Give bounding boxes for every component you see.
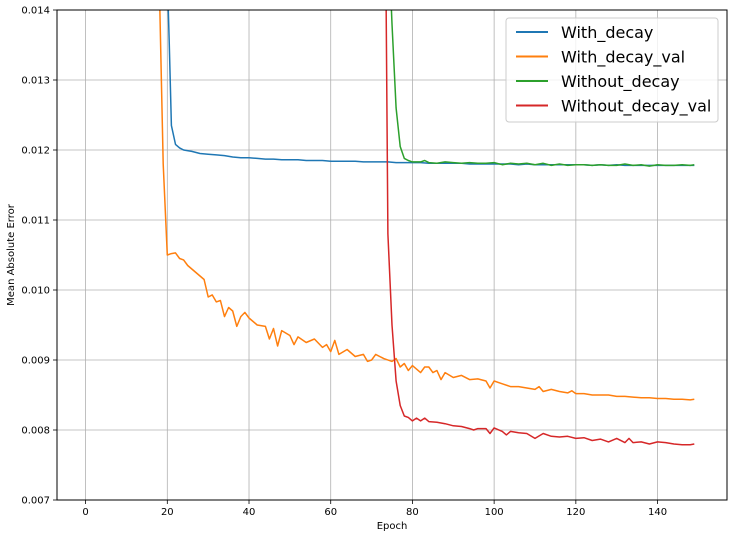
x-tick-label: 140 xyxy=(648,507,667,518)
y-tick-label: 0.008 xyxy=(21,426,50,437)
legend-entry-label: With_decay xyxy=(561,23,653,43)
x-axis-ticks: 0 20 40 60 80 100 120 140 xyxy=(82,500,667,518)
series-line-without-decay xyxy=(390,10,695,167)
y-tick-label: 0.012 xyxy=(21,146,50,157)
y-axis-ticks: 0.007 0.008 0.009 0.010 0.011 0.012 0.013 0.014 xyxy=(21,6,57,507)
x-tick-label: 100 xyxy=(485,507,504,518)
legend-entry-label: Without_decay xyxy=(561,72,680,92)
x-tick-label: 0 xyxy=(82,507,88,518)
x-tick-label: 120 xyxy=(566,507,585,518)
legend-entry-label: With_decay_val xyxy=(561,48,685,68)
legend-entry-label: Without_decay_val xyxy=(561,97,711,117)
series-lines xyxy=(159,10,695,446)
series-line-without-decay-val xyxy=(385,10,695,446)
y-tick-label: 0.010 xyxy=(21,286,50,297)
grid-lines xyxy=(57,9,727,501)
legend-box xyxy=(505,17,719,123)
series-line-with-decay-val xyxy=(159,10,695,401)
legend: With_decay With_decay_val Without_decay Wit… xyxy=(505,17,719,123)
y-tick-label: 0.011 xyxy=(21,216,50,227)
x-tick-label: 20 xyxy=(161,507,174,518)
y-tick-label: 0.007 xyxy=(21,496,50,507)
plot-frame xyxy=(56,9,728,501)
y-axis-label: Mean Absolute Error xyxy=(6,203,17,306)
x-tick-label: 40 xyxy=(243,507,256,518)
y-tick-label: 0.009 xyxy=(21,356,50,367)
x-tick-label: 80 xyxy=(406,507,419,518)
x-tick-label: 60 xyxy=(324,507,337,518)
y-tick-label: 0.013 xyxy=(21,76,50,87)
x-axis-label: Epoch xyxy=(377,521,408,532)
y-tick-label: 0.014 xyxy=(21,6,50,17)
